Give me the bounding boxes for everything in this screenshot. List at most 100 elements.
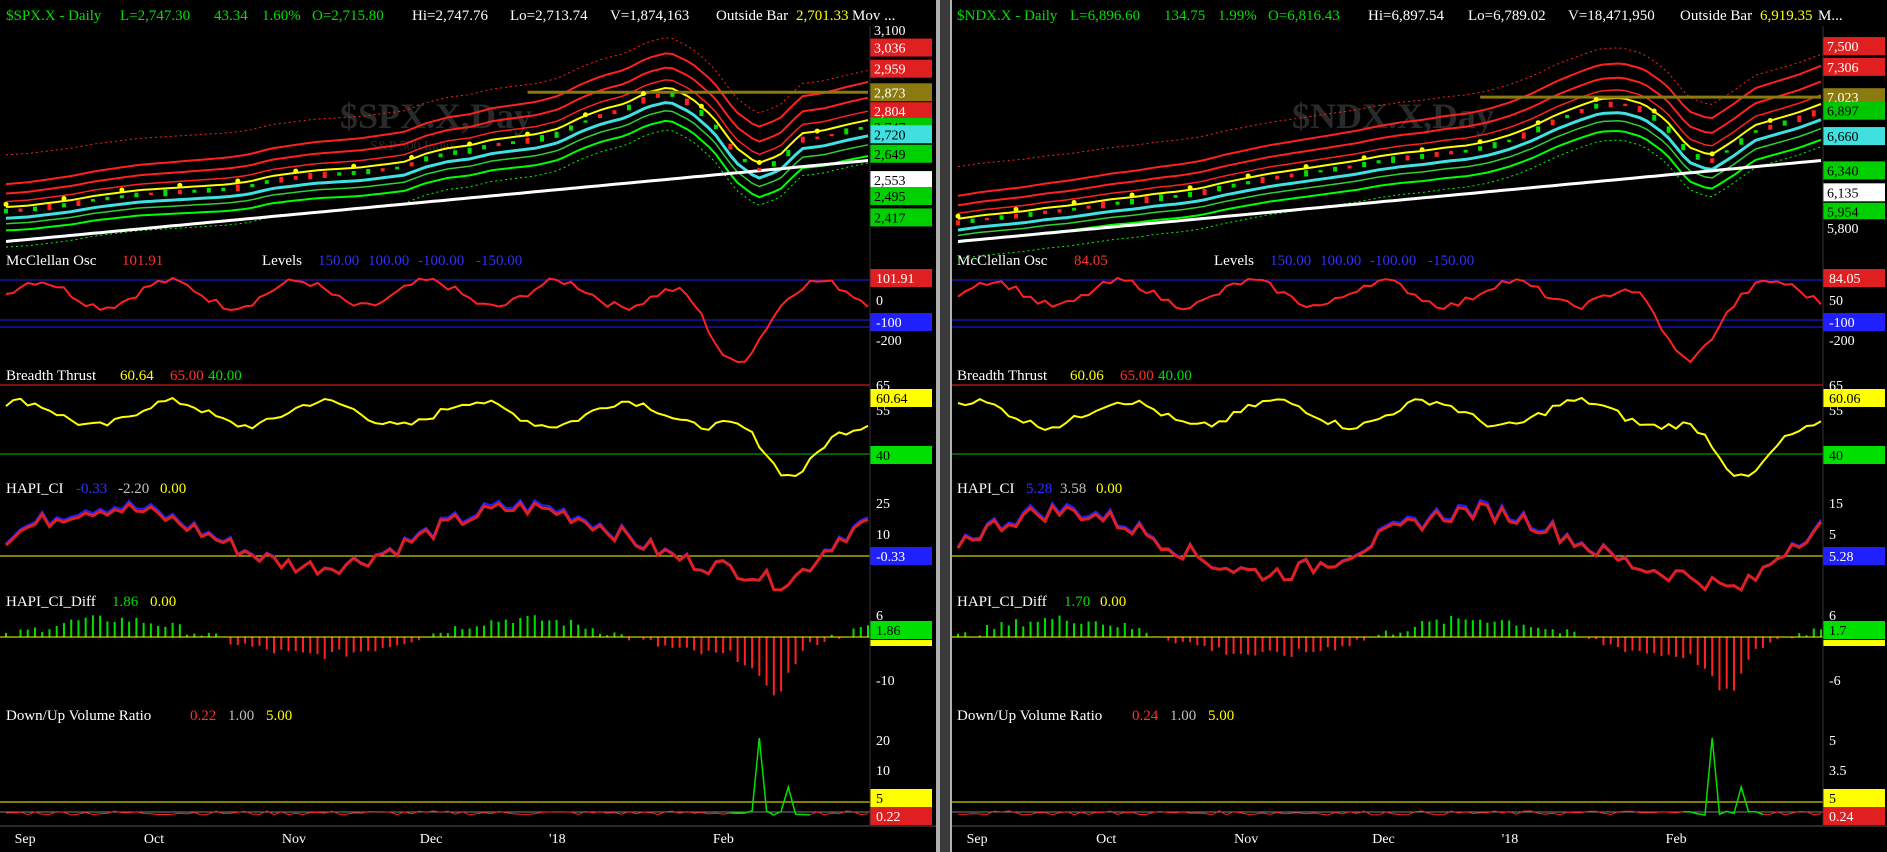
spx-hapi-v2: -2.20 [118,481,149,497]
ndx-upper-envelope [957,47,1822,168]
ndx-hapidiff-bar [1225,637,1228,655]
spx-candle [409,162,414,167]
spx-lower-band-outer [5,119,869,232]
spx-upper-band-mid [5,66,869,195]
ndx-hapidiff-bar [1660,637,1663,657]
spx-dot [3,201,9,207]
ndx-candle [1681,144,1686,151]
ndx-hapidiff-bar [1196,637,1199,646]
ndx-hapidiff-bar [986,624,989,637]
ndx-hapidiff-bar [1326,637,1329,648]
ndx-chart-canvas[interactable]: $NDX.X - Daily L=6,896.60 134.75 1.99% O… [952,0,1887,852]
spx-hapidiff-bar [178,624,181,637]
ndx-hapidiff-bar [1174,637,1177,644]
ndx-hapidiff-bar [1123,623,1126,637]
spx-hapidiff-bar [287,637,290,652]
spx-price-label-bg [870,59,932,78]
ndx-hapidiff-bar [1080,623,1083,637]
ndx-hapidiff-bar [1711,637,1714,677]
spx-hapidiff-bar [273,637,276,654]
ndx-price-label-bg [1823,127,1885,146]
ndx-pct: 1.99% [1218,8,1257,24]
spx-hapi-signal [4,500,869,592]
ndx-hapidiff-bar [1000,622,1003,637]
spx-breadth-badge: 60.64 [876,392,908,407]
ndx-hapidiff-bar [1790,637,1793,639]
spx-chart-window[interactable]: $SPX.X - Daily L=2,747.30 43.34 1.60% O=… [0,0,940,852]
spx-breadth-l1: 65.00 [170,368,204,384]
spx-hapidiff-bar [84,617,87,637]
spx-hapidiff-bar [794,637,797,665]
ndx-hapidiff-bar [1189,637,1192,643]
spx-price-label: 2,959 [874,63,906,78]
ndx-hapidiff-bar [1399,632,1402,637]
spx-candle [47,203,52,211]
ndx-hapi-value: 5.28 [1026,481,1052,497]
spx-hapidiff-bar [70,619,73,637]
ndx-chart-window[interactable]: $NDX.X - Daily L=6,896.60 134.75 1.99% O… [950,0,1887,852]
ndx-hapidiff-bar [1247,637,1250,655]
ndx-hapidiff-bar [1276,637,1279,653]
ndx-dvr-badge-5: 5 [1829,792,1836,807]
ndx-levels-label: Levels [1214,253,1254,269]
ndx-price-label-bg [1823,219,1885,238]
spx-hapidiff-bar [120,617,123,637]
spx-candle [844,128,849,135]
ndx-hapidiff-bar [1065,620,1068,637]
ndx-hapidiff-bar [1515,625,1518,637]
ndx-candle [1797,115,1802,123]
spx-level-4: -150.00 [476,253,522,269]
ndx-price-label: 7,500 [1827,40,1859,55]
spx-candle [438,153,443,158]
spx-hapidiff-bar [193,633,196,637]
spx-hapidiff-bar [859,626,862,637]
ndx-hapidiff-bar [1442,623,1445,637]
ndx-dvr-axis-1: 3.5 [1829,764,1847,779]
spx-hapidiff-bar [113,621,116,637]
spx-hapidiff-bar [215,633,218,637]
spx-candle [569,125,574,131]
spx-pct: 1.60% [262,8,301,24]
spx-price-label: 2,873 [874,86,906,101]
ndx-dvr-badge: 0.24 [1829,810,1854,825]
spx-levels-label: Levels [262,253,302,269]
ndx-candle [1188,191,1193,198]
ndx-candle [1159,194,1164,202]
ndx-candle [1289,173,1294,178]
ndx-hapidiff-bar [1566,629,1569,637]
spx-hapidiff-bar [649,637,652,641]
spx-chart-canvas[interactable]: $SPX.X - Daily L=2,747.30 43.34 1.60% O=… [0,0,936,852]
spx-dvr-label: Down/Up Volume Ratio [6,708,151,724]
ndx-hapidiff-bar [1450,615,1453,637]
ndx-hapidiff-bar [1776,637,1779,640]
spx-hapidiff-bar [497,621,500,637]
ndx-hapidiff-bar [1297,637,1300,649]
ndx-candle [1086,205,1091,209]
spx-hapidiff-bar [461,629,464,637]
ndx-mcclellan-value: 84.05 [1074,253,1108,269]
ndx-mcclellan-axis-1: -100 [1829,316,1855,331]
ndx-level-3: -100.00 [1370,253,1416,269]
ndx-hapidiff-bar [1239,637,1242,654]
spx-symbol: $SPX.X - Daily [6,8,102,24]
spx-price-label-bg [870,21,932,39]
spx-hapidiff-bar [533,615,536,637]
spx-dot [756,159,762,165]
spx-hapi-axis-1: 10 [876,528,890,543]
ndx-candle [1318,170,1323,173]
spx-hapidiff-bar [345,637,348,657]
spx-hapidiff-bar [656,637,659,647]
ndx-hapi-axis-0: 15 [1829,497,1843,512]
spx-hapidiff-bar [541,620,544,637]
spx-candle [626,104,631,111]
spx-hapidiff-bar [801,637,804,651]
spx-mcclellan-badge-bg [870,269,932,287]
spx-hapidiff-bar [512,623,515,637]
spx-dvr-spike [730,737,811,816]
ndx-ma-long [957,159,1822,243]
ndx-hapidiff-bar [1551,629,1554,637]
ndx-hapidiff-zero-marker [1823,640,1885,646]
spx-dot [640,91,646,97]
spx-hapidiff-bar [772,637,775,696]
ndx-candle [1782,120,1787,126]
